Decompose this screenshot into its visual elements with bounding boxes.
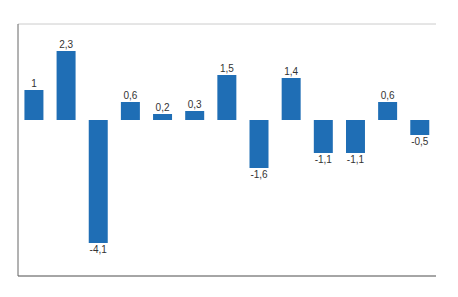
svg-text:-1,1: -1,1 (315, 154, 333, 165)
svg-text:-1,6: -1,6 (250, 169, 268, 180)
svg-text:0,3: 0,3 (188, 99, 202, 110)
svg-text:-0,5: -0,5 (411, 136, 429, 147)
svg-text:1,4: 1,4 (284, 66, 298, 77)
svg-text:-1,1: -1,1 (347, 154, 365, 165)
svg-text:0,2: 0,2 (156, 102, 170, 113)
svg-text:1,5: 1,5 (220, 63, 234, 74)
svg-text:1: 1 (31, 78, 37, 89)
svg-text:0,6: 0,6 (381, 90, 395, 101)
svg-text:0,6: 0,6 (123, 90, 137, 101)
svg-text:2,3: 2,3 (59, 39, 73, 50)
svg-text:-4,1: -4,1 (90, 244, 108, 255)
